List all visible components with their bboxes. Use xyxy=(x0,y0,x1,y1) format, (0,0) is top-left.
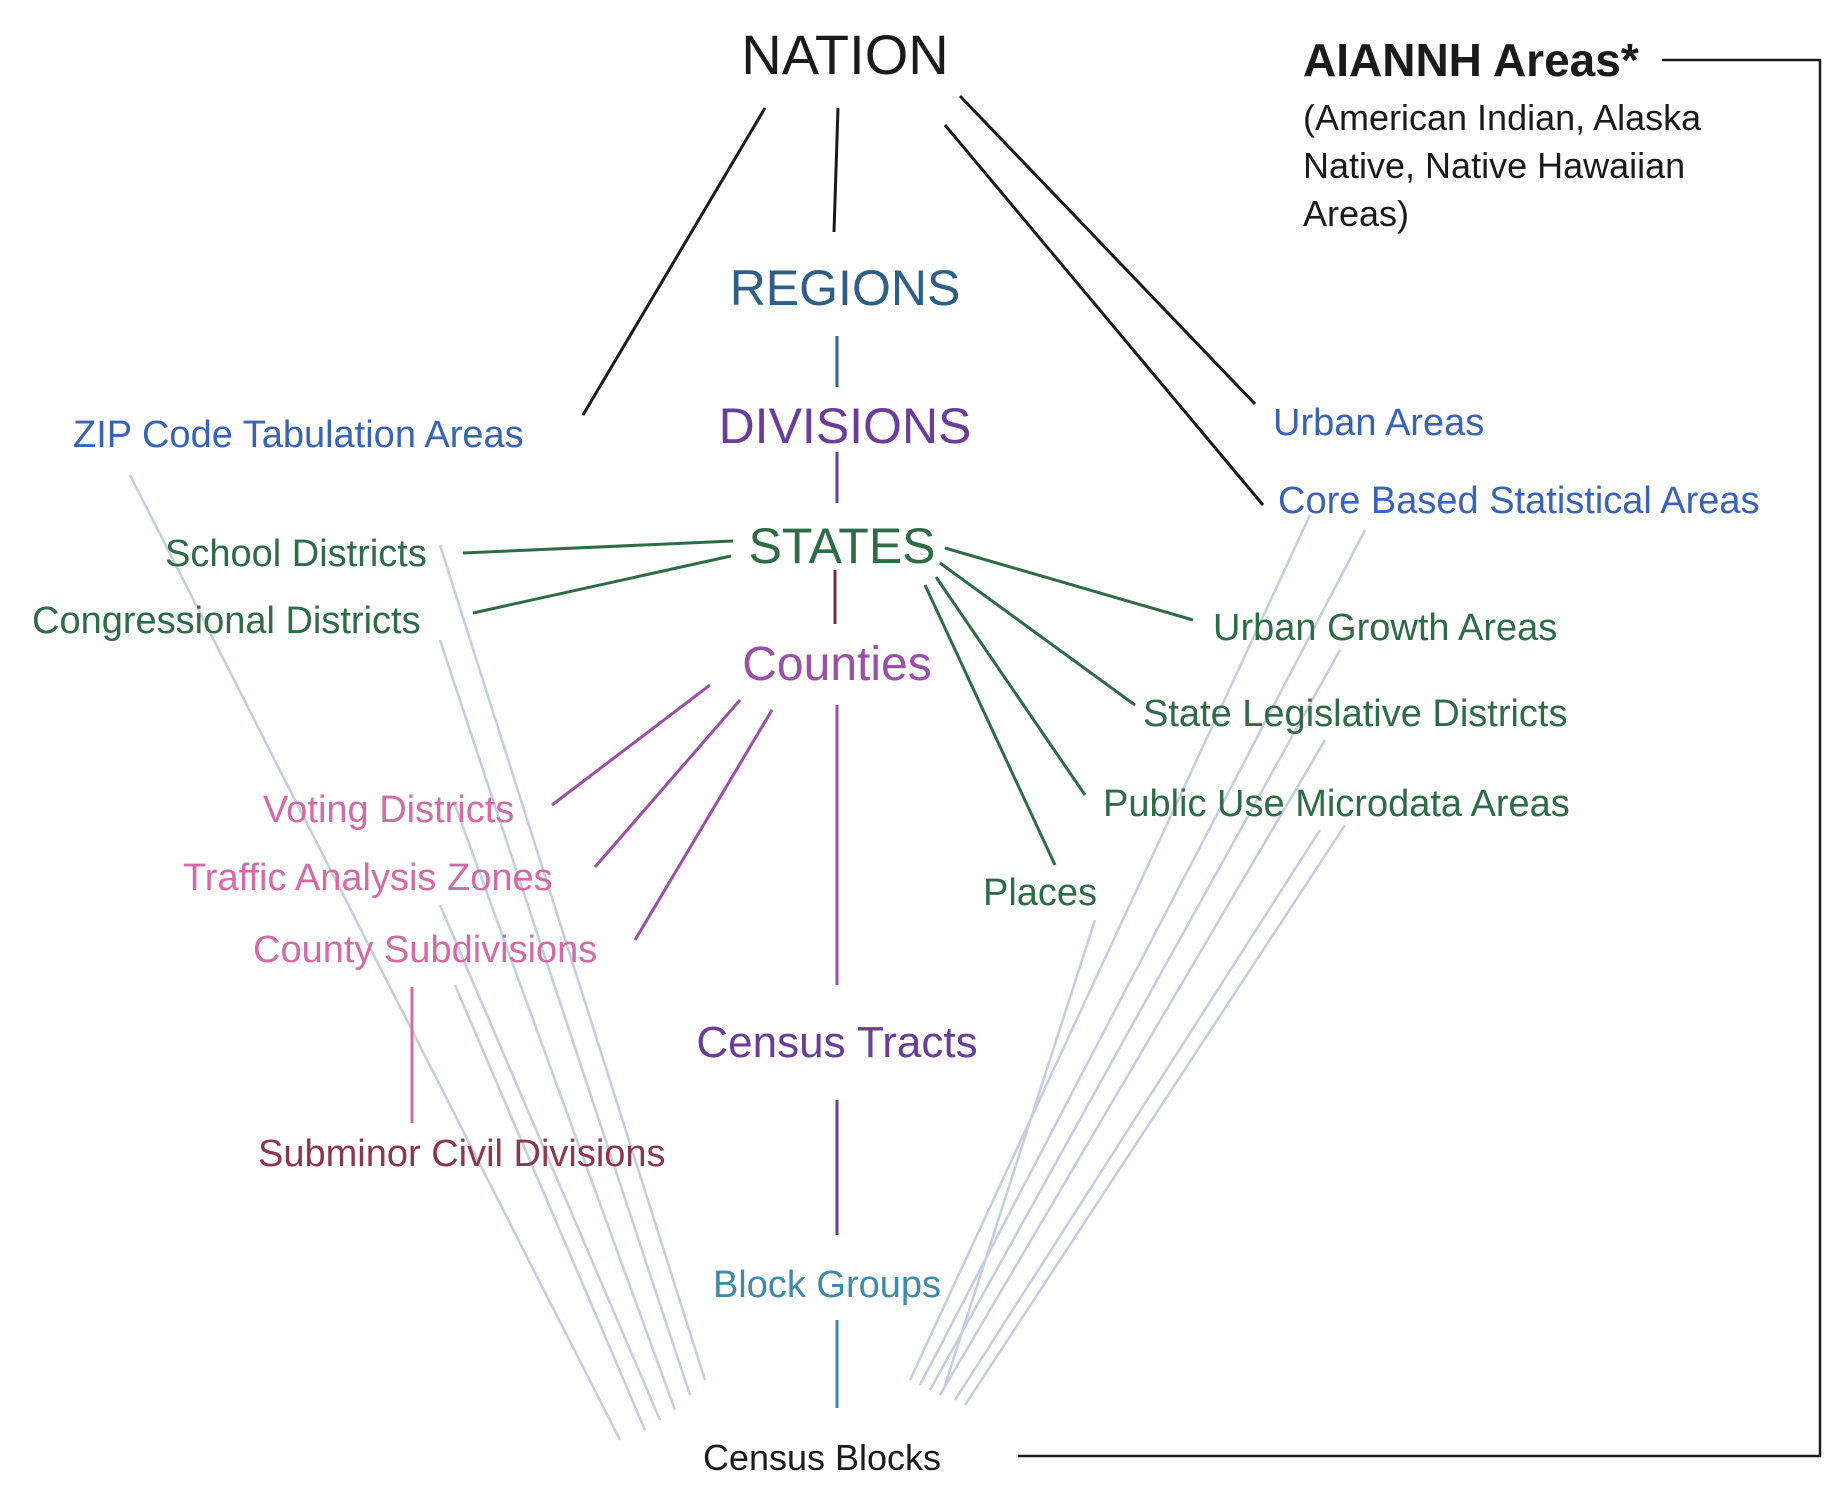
node-nation: NATION xyxy=(741,23,948,86)
faint-lines-right xyxy=(908,514,1367,1406)
edge-nation-zcta xyxy=(581,107,767,416)
counties-edges xyxy=(551,683,774,941)
node-puma: Public Use Microdata Areas xyxy=(1103,783,1570,825)
faint-line xyxy=(943,919,1097,1386)
edge-nation-urban-areas xyxy=(958,94,1257,406)
faint-line xyxy=(438,639,692,1396)
node-divisions: DIVISIONS xyxy=(719,398,972,454)
node-states: STATES xyxy=(748,518,935,574)
node-block-groups: Block Groups xyxy=(713,1264,941,1306)
edge-states-congressional-districts xyxy=(472,554,732,615)
node-aiannh-desc-line3: Areas) xyxy=(1303,193,1409,234)
node-cbsa: Core Based Statistical Areas xyxy=(1278,480,1760,522)
node-aiannh-desc-line1: (American Indian, Alaska xyxy=(1303,97,1702,138)
node-subminor-civil-divisions: Subminor Civil Divisions xyxy=(258,1133,666,1175)
nation-edges xyxy=(581,94,1265,506)
edge-aiannh-census-blocks xyxy=(1018,58,1822,1458)
node-school-districts: School Districts xyxy=(165,533,427,575)
edge-states-puma xyxy=(934,576,1087,796)
node-aiannh-title: AIANNH Areas* xyxy=(1303,34,1639,86)
node-county-subdivisions: County Subdivisions xyxy=(253,929,597,971)
node-urban-areas: Urban Areas xyxy=(1273,402,1484,444)
node-regions: REGIONS xyxy=(730,260,961,316)
edge-nation-cbsa xyxy=(943,124,1265,506)
node-congressional-districts: Congressional Districts xyxy=(32,600,421,642)
node-places: Places xyxy=(983,872,1097,914)
edge-counties-county-subdivisions xyxy=(633,709,774,941)
faint-line xyxy=(938,739,1327,1396)
edge-states-school-districts xyxy=(462,539,734,555)
edge-states-places xyxy=(923,584,1057,866)
faint-line xyxy=(128,474,622,1441)
faint-lines-left xyxy=(128,474,707,1441)
faint-line xyxy=(963,824,1347,1406)
labels: NATION AIANNH Areas* (American Indian, A… xyxy=(32,23,1760,1478)
node-census-tracts: Census Tracts xyxy=(696,1018,977,1067)
edge-states-state-legislative-districts xyxy=(939,561,1136,707)
node-aiannh-desc-line2: Native, Native Hawaiian xyxy=(1303,145,1685,186)
edge-counties-voting-districts xyxy=(551,683,711,807)
faint-line xyxy=(908,514,1312,1381)
edge-states-urban-growth-areas xyxy=(944,546,1194,622)
node-census-blocks: Census Blocks xyxy=(703,1437,941,1478)
node-state-legislative-districts: State Legislative Districts xyxy=(1143,693,1568,735)
edge-counties-traffic-analysis-zones xyxy=(593,699,742,868)
node-voting-districts: Voting Districts xyxy=(263,789,514,831)
faint-line xyxy=(953,829,1322,1401)
faint-line xyxy=(928,649,1342,1391)
faint-line xyxy=(453,984,647,1431)
node-zcta: ZIP Code Tabulation Areas xyxy=(73,414,524,456)
faint-line xyxy=(438,544,707,1381)
states-edges xyxy=(462,539,1194,866)
node-traffic-analysis-zones: Traffic Analysis Zones xyxy=(183,857,553,899)
edge-nation-regions xyxy=(832,107,840,233)
node-counties: Counties xyxy=(742,638,931,691)
faint-line xyxy=(918,529,1367,1386)
faint-line xyxy=(453,804,677,1411)
faint-line xyxy=(438,904,662,1421)
node-urban-growth-areas: Urban Growth Areas xyxy=(1213,607,1557,649)
